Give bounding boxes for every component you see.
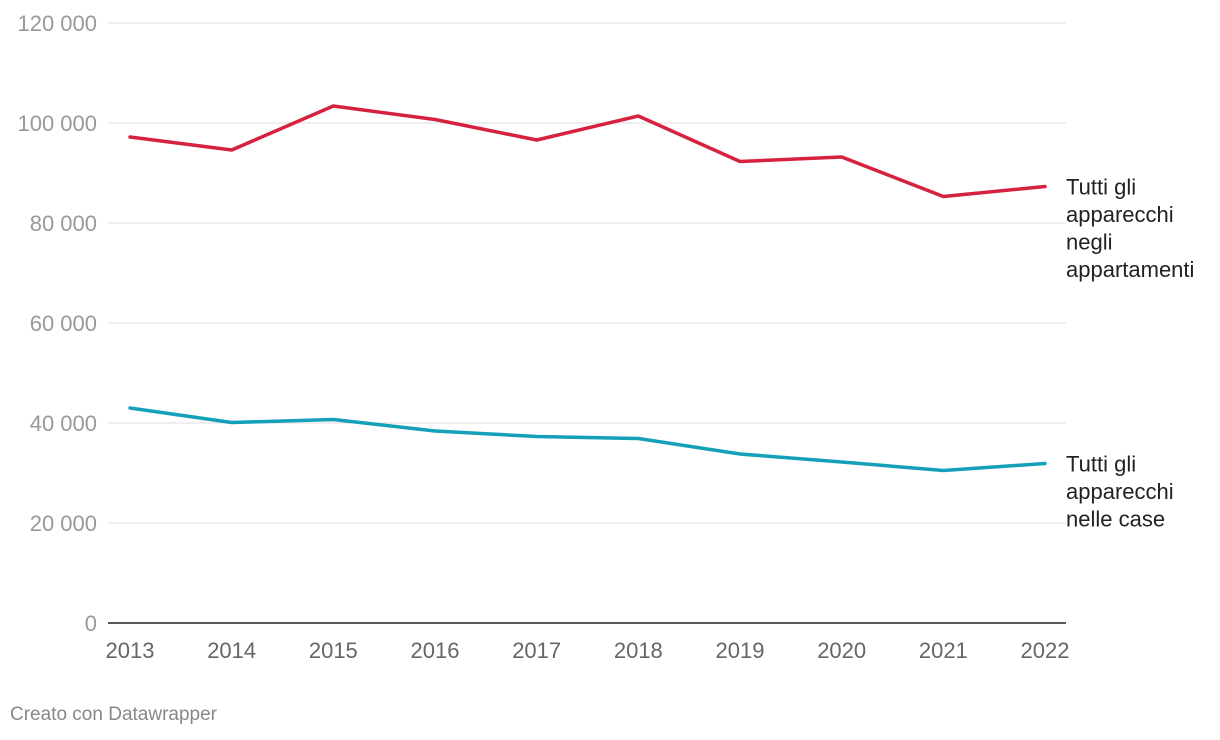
x-tick-label: 2020	[817, 638, 866, 663]
series-label-line: negli	[1066, 230, 1112, 255]
x-tick-label: 2016	[411, 638, 460, 663]
series-line-1	[128, 406, 1047, 473]
x-tick-label: 2017	[512, 638, 561, 663]
series-label-line: Tutti gli	[1066, 452, 1136, 477]
series-lines	[128, 104, 1047, 473]
series-label-line: apparecchi	[1066, 202, 1174, 227]
credit-text[interactable]: Creato con Datawrapper	[10, 704, 217, 725]
gridlines	[108, 22, 1066, 624]
y-tick-label: 120 000	[17, 11, 97, 36]
y-tick-label: 100 000	[17, 111, 97, 136]
series-labels: Tutti gliapparecchinegliappartamentiTutt…	[1066, 175, 1194, 532]
x-tick-label: 2014	[207, 638, 256, 663]
y-axis-ticks: 0 20 000 40 000 60 000 80 000 100 000 120 000	[17, 11, 97, 636]
series-label-line: apparecchi	[1066, 479, 1174, 504]
y-tick-label: 80 000	[30, 211, 97, 236]
y-tick-label: 0	[85, 611, 97, 636]
x-tick-label: 2022	[1021, 638, 1070, 663]
x-tick-label: 2015	[309, 638, 358, 663]
x-axis-ticks: 2013 2014 2015 2016 2017 2018 2019 2020 2021 2022	[106, 638, 1070, 663]
x-tick-label: 2018	[614, 638, 663, 663]
y-tick-label: 40 000	[30, 411, 97, 436]
series-label-line: nelle case	[1066, 507, 1165, 532]
series-label-line: Tutti gli	[1066, 175, 1136, 200]
y-tick-label: 60 000	[30, 311, 97, 336]
series-line-0	[128, 104, 1047, 199]
x-tick-label: 2013	[106, 638, 155, 663]
y-tick-label: 20 000	[30, 511, 97, 536]
x-tick-label: 2021	[919, 638, 968, 663]
series-label-line: appartamenti	[1066, 257, 1194, 282]
x-tick-label: 2019	[716, 638, 765, 663]
